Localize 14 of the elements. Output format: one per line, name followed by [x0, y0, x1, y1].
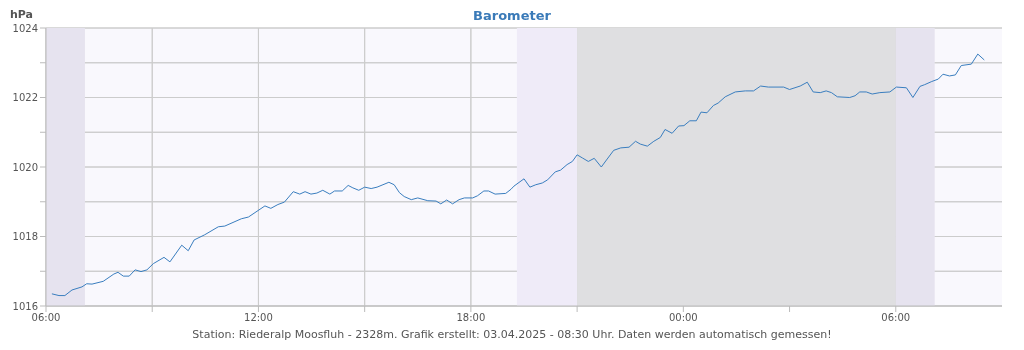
- x-tick-label: 06:00: [881, 312, 911, 324]
- y-tick-label: 1016: [12, 300, 38, 312]
- y-tick-label: 1024: [12, 22, 38, 34]
- chart-title: Barometer: [473, 8, 551, 23]
- x-tick-label: 12:00: [244, 312, 273, 324]
- y-axis-title: hPa: [10, 8, 34, 21]
- y-tick-label: 1022: [12, 92, 38, 104]
- line-series: [51, 53, 985, 297]
- y-tick-label: 1018: [12, 231, 38, 243]
- x-tick-label: 18:00: [456, 312, 486, 324]
- text: Station: Riederalp Moosfluh - 2328m. Grafik erstellt: 03.04.2025 - 08:30 Uhr. Daten werden automatisch gemessen!: [191, 328, 833, 341]
- y-tick-label: 1020: [12, 161, 38, 173]
- x-tick-label: 00:00: [668, 312, 698, 324]
- x-tick-label: 06:00: [31, 312, 61, 324]
